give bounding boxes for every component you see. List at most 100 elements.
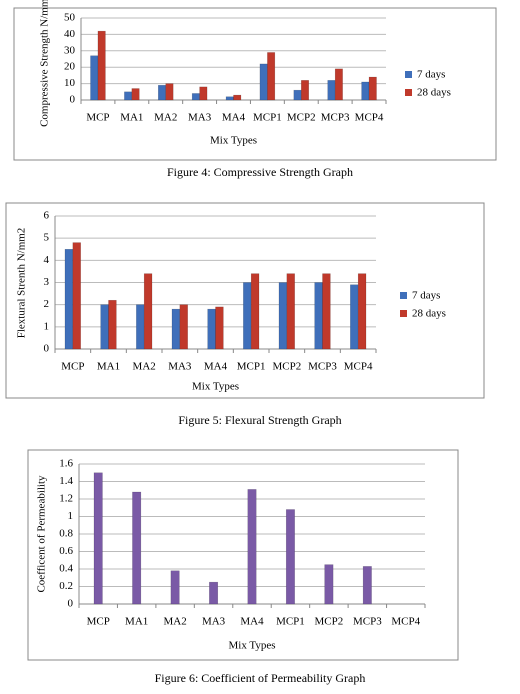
y-tick-label: 50: [64, 12, 76, 24]
bar: [368, 76, 377, 101]
y-axis-label: Compressive Strength N/mm2: [39, 0, 51, 127]
y-tick-label: 6: [44, 210, 50, 222]
x-tick-label: MCP3: [353, 616, 382, 628]
y-tick-label: 2: [44, 298, 50, 310]
bar: [64, 249, 74, 350]
x-tick-label: MCP1: [237, 361, 266, 373]
figure-caption: Figure 6: Coefficient of Permeability Gr…: [155, 671, 366, 685]
y-tick-label: 0: [70, 94, 76, 106]
bar: [170, 570, 180, 605]
bar: [243, 282, 252, 350]
bar: [361, 81, 370, 101]
bar: [362, 566, 372, 605]
x-tick-label: MA4: [222, 112, 246, 124]
bar: [357, 273, 367, 350]
bar: [136, 304, 145, 350]
x-tick-label: MA3: [168, 361, 192, 373]
chart-frame: [5, 202, 485, 399]
bar: [90, 55, 99, 101]
x-tick-label: MA1: [125, 616, 148, 628]
bar: [250, 273, 260, 350]
y-tick-label: 5: [44, 232, 50, 244]
legend-label: 7 days: [417, 69, 445, 81]
bar: [209, 581, 219, 605]
bar: [72, 242, 81, 350]
x-tick-label: MA2: [163, 616, 186, 628]
x-tick-label: MCP3: [321, 112, 350, 124]
y-tick-label: 4: [44, 254, 50, 266]
figure-caption: Figure 4: Compressive Strength Graph: [167, 165, 353, 179]
bar: [286, 273, 295, 350]
bar: [350, 284, 359, 350]
x-axis-label: Mix Types: [192, 381, 239, 393]
x-tick-label: MA3: [188, 112, 212, 124]
legend-label: 7 days: [412, 290, 440, 302]
y-axis-label: Coefficent of Permeability: [36, 475, 48, 593]
legend-label: 28 days: [417, 87, 451, 99]
bar: [301, 80, 309, 101]
bar: [97, 30, 106, 101]
x-tick-label: MCP3: [308, 361, 337, 373]
legend-label: 28 days: [412, 308, 446, 320]
bar: [124, 91, 133, 101]
bar: [215, 306, 224, 350]
chart-frame: [13, 7, 497, 161]
bar: [322, 273, 331, 350]
bar: [143, 273, 153, 350]
y-tick-label: 0.6: [59, 545, 73, 557]
bar: [278, 282, 288, 350]
y-tick-label: 1.2: [59, 493, 73, 505]
legend-swatch: [400, 292, 407, 299]
legend-swatch: [400, 310, 407, 317]
y-tick-label: 1: [68, 510, 74, 522]
bar: [191, 93, 200, 101]
y-tick-label: 0: [68, 598, 74, 610]
y-tick-label: 1: [44, 320, 50, 332]
chart-frame: [27, 449, 459, 661]
x-tick-label: MCP4: [355, 112, 384, 124]
bar: [267, 52, 276, 101]
bar: [171, 308, 181, 350]
bar: [132, 491, 142, 605]
x-tick-label: MA4: [240, 616, 264, 628]
x-tick-label: MCP1: [253, 112, 282, 124]
x-tick-label: MCP4: [391, 616, 420, 628]
bar: [100, 304, 109, 350]
bar: [207, 308, 216, 350]
legend-swatch: [405, 71, 412, 78]
bar: [199, 86, 208, 101]
x-tick-label: MA2: [154, 112, 177, 124]
bar: [314, 282, 323, 350]
bar: [225, 96, 234, 101]
bar: [324, 564, 334, 605]
x-tick-label: MA3: [202, 616, 226, 628]
y-axis-label: Flextural Strenth N/mm2: [16, 228, 28, 339]
y-tick-label: 0.4: [59, 563, 73, 575]
x-tick-label: MA1: [97, 361, 120, 373]
figure-caption: Figure 5: Flexural Strength Graph: [178, 413, 341, 427]
bar: [165, 83, 174, 101]
x-tick-label: MA2: [133, 361, 156, 373]
y-tick-label: 1.6: [59, 458, 73, 470]
x-tick-label: MCP2: [315, 616, 344, 628]
y-tick-label: 0.8: [59, 528, 73, 540]
bar: [179, 304, 188, 350]
bar: [108, 299, 117, 350]
bar: [131, 88, 140, 101]
y-tick-label: 40: [64, 28, 76, 40]
x-tick-label: MCP: [86, 112, 109, 124]
bar: [285, 509, 295, 605]
bar: [327, 80, 336, 101]
x-tick-label: MCP: [61, 361, 84, 373]
legend-swatch: [405, 89, 412, 96]
y-tick-label: 30: [64, 44, 76, 56]
y-tick-label: 3: [44, 276, 50, 288]
bar: [293, 89, 302, 101]
x-axis-label: Mix Types: [228, 640, 275, 652]
x-axis-label: Mix Types: [210, 135, 257, 147]
bar: [334, 68, 343, 101]
x-tick-label: MCP: [87, 616, 110, 628]
x-tick-label: MCP2: [272, 361, 301, 373]
x-tick-label: MCP1: [276, 616, 305, 628]
